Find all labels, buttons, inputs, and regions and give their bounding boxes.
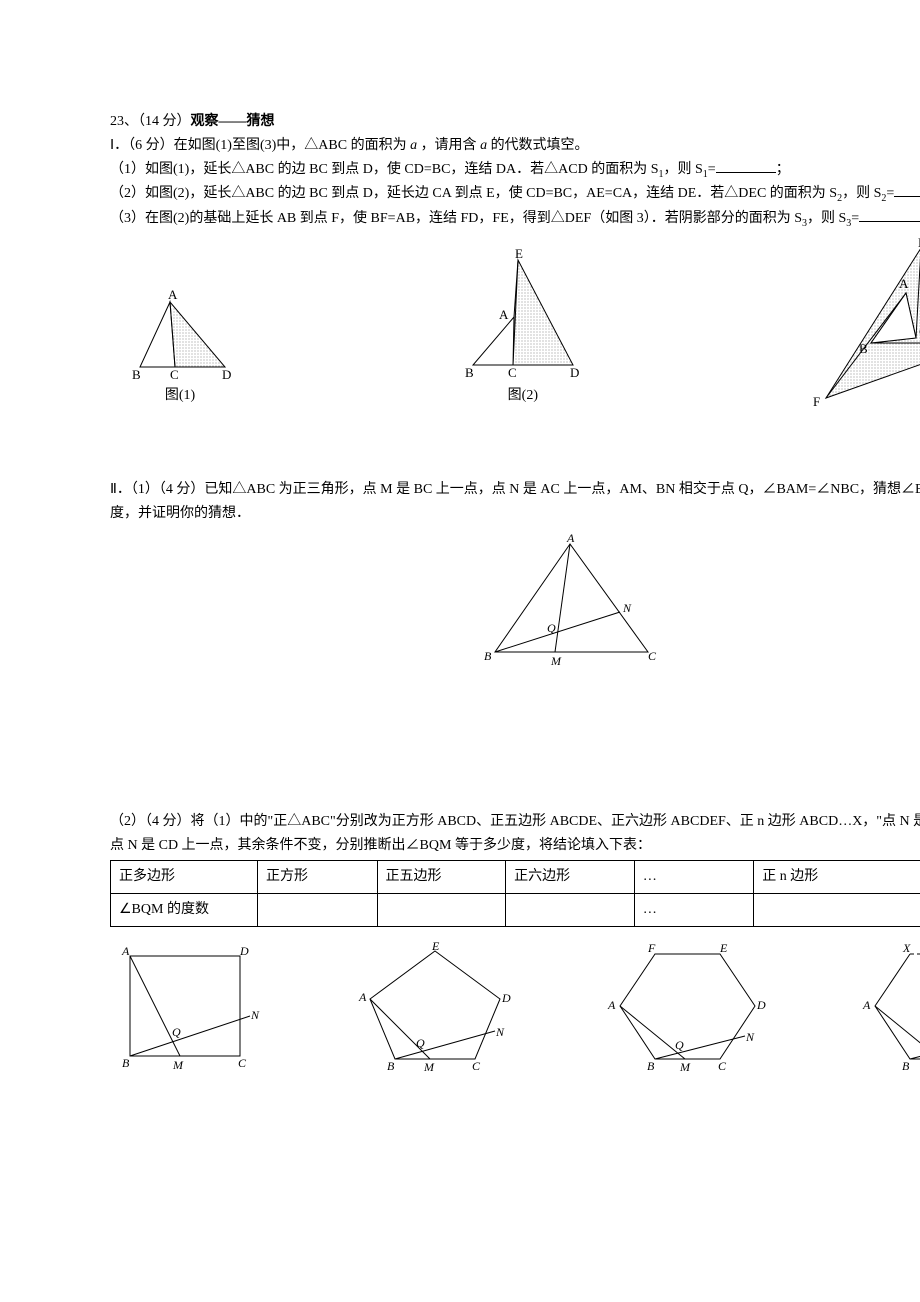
svg-text:A: A xyxy=(358,990,367,1004)
equilateral-svg: A B C M N Q xyxy=(470,532,670,672)
hexagon-svg: F E A D B C M N Q xyxy=(600,941,775,1071)
svg-text:M: M xyxy=(679,1060,691,1071)
table-row: ∠BQM 的度数 … xyxy=(111,893,920,926)
fig1-caption: 图(1) xyxy=(110,384,250,408)
blank-s3 xyxy=(859,207,920,222)
part1-sub2: （2）如图(2)，延长△ABC 的边 BC 到点 D，延长边 CA 到点 E，使… xyxy=(110,182,920,207)
svg-text:A: A xyxy=(607,998,616,1012)
th-pentagon: 正五边形 xyxy=(377,860,506,893)
q-number: 23、（14 分） xyxy=(110,114,191,129)
part1-sub3: （3）在图(2)的基础上延长 AB 到点 F，使 BF=AB，连结 FD，FE，… xyxy=(110,207,920,232)
svg-text:C: C xyxy=(472,1059,481,1071)
triangle-3-svg: E A B C D F xyxy=(796,238,920,408)
pentagon-svg: E A D B C M N Q xyxy=(350,941,520,1071)
svg-text:N: N xyxy=(495,1025,505,1039)
part2-sub1: Ⅱ．（1）（4 分）已知△ABC 为正三角形，点 M 是 BC 上一点，点 N … xyxy=(110,478,920,526)
svg-text:N: N xyxy=(745,1030,755,1044)
svg-text:B: B xyxy=(122,1056,130,1070)
svg-text:B: B xyxy=(387,1059,395,1071)
svg-text:A: A xyxy=(168,287,178,302)
blank-s2 xyxy=(894,182,920,197)
q-title: 观察——猜想 xyxy=(191,114,275,129)
svg-text:A: A xyxy=(499,307,509,322)
svg-text:D: D xyxy=(501,991,511,1005)
triangle-2-svg: E A B C D xyxy=(443,247,603,382)
triangle-1-svg: A B C D xyxy=(110,287,250,382)
polygon-table: 正多边形 正方形 正五边形 正六边形 … 正 n 边形 ∠BQM 的度数 … xyxy=(110,860,920,927)
svg-text:B: B xyxy=(647,1059,655,1071)
svg-text:E: E xyxy=(431,941,440,953)
svg-text:M: M xyxy=(550,654,562,668)
table-row: 正多边形 正方形 正五边形 正六边形 … 正 n 边形 xyxy=(111,860,920,893)
svg-text:B: B xyxy=(465,365,474,380)
blank-s1 xyxy=(716,158,776,173)
svg-text:C: C xyxy=(170,367,179,382)
svg-text:D: D xyxy=(756,998,766,1012)
svg-text:M: M xyxy=(423,1060,435,1071)
svg-text:X: X xyxy=(902,941,911,955)
svg-text:B: B xyxy=(484,649,492,663)
svg-text:C: C xyxy=(648,649,657,663)
svg-text:Q: Q xyxy=(675,1038,684,1052)
polygon-figures-row: A D B C M N Q E A D B C M N Q F E A D B … xyxy=(110,941,920,1071)
th-hexagon: 正六边形 xyxy=(506,860,635,893)
svg-text:D: D xyxy=(239,944,249,958)
svg-text:A: A xyxy=(862,998,871,1012)
svg-text:A: A xyxy=(566,532,575,545)
svg-text:D: D xyxy=(570,365,579,380)
td-pentagon-val xyxy=(377,893,506,926)
square-svg: A D B C M N Q xyxy=(110,941,270,1071)
svg-text:A: A xyxy=(121,944,130,958)
question-header: 23、（14 分）观察——猜想 xyxy=(110,110,920,134)
ngon-svg: X E A D B C M N Q xyxy=(855,941,920,1071)
svg-text:E: E xyxy=(719,941,728,955)
svg-text:F: F xyxy=(813,394,820,408)
th-ellipsis: … xyxy=(634,860,753,893)
svg-text:D: D xyxy=(222,367,231,382)
th-square: 正方形 xyxy=(258,860,377,893)
td-angle-label: ∠BQM 的度数 xyxy=(111,893,258,926)
td-hexagon-val xyxy=(506,893,635,926)
th-polygon: 正多边形 xyxy=(111,860,258,893)
figures-row-1: A B C D 图(1) E A B C D 图(2) xyxy=(110,238,920,408)
svg-text:C: C xyxy=(508,365,517,380)
svg-text:B: B xyxy=(902,1059,910,1071)
svg-text:F: F xyxy=(647,941,656,955)
figure-3: E A B C D F 图(3) xyxy=(796,238,920,408)
svg-text:Q: Q xyxy=(416,1036,425,1050)
svg-text:N: N xyxy=(622,601,632,615)
svg-text:C: C xyxy=(718,1059,727,1071)
figure-2: E A B C D 图(2) xyxy=(443,247,603,408)
svg-text:C: C xyxy=(238,1056,247,1070)
svg-text:Q: Q xyxy=(172,1025,181,1039)
td-square-val xyxy=(258,893,377,926)
td-ngon-val xyxy=(754,893,920,926)
svg-text:M: M xyxy=(172,1058,184,1071)
figure-equilateral: A B C M N Q xyxy=(110,532,920,681)
td-ellipsis2: … xyxy=(634,893,753,926)
part1-sub1: （1）如图(1)，延长△ABC 的边 BC 到点 D，使 CD=BC，连结 DA… xyxy=(110,158,920,183)
fig2-caption: 图(2) xyxy=(443,384,603,408)
svg-text:B: B xyxy=(132,367,141,382)
svg-text:N: N xyxy=(250,1008,260,1022)
svg-text:A: A xyxy=(899,276,909,291)
svg-text:Q: Q xyxy=(547,621,556,635)
svg-text:B: B xyxy=(859,341,868,356)
part1-intro: Ⅰ．（6 分）在如图(1)至图(3)中，△ABC 的面积为 a ，请用含 a 的… xyxy=(110,134,920,158)
part2-sub2: （2）（4 分）将（1）中的"正△ABC"分别改为正方形 ABCD、正五边形 A… xyxy=(110,810,920,858)
th-ngon: 正 n 边形 xyxy=(754,860,920,893)
figure-1: A B C D 图(1) xyxy=(110,287,250,408)
svg-text:E: E xyxy=(515,247,523,261)
